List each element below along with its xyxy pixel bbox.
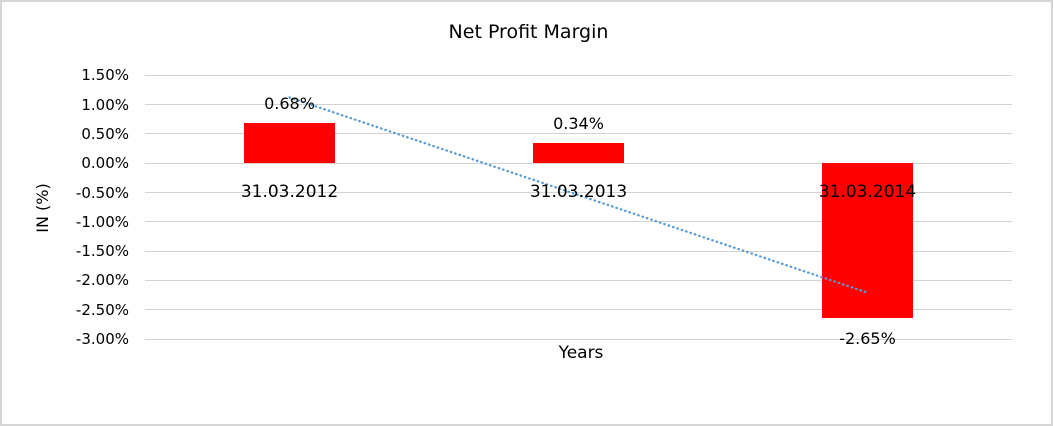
y-tick-label: 0.00% [81, 154, 129, 173]
data-label: 0.34% [553, 113, 604, 133]
gridline [145, 74, 1012, 76]
y-tick-label: -1.50% [75, 242, 129, 261]
y-tick-label: 0.50% [81, 124, 129, 143]
y-tick-label: -2.00% [75, 271, 129, 290]
gridline [145, 309, 1012, 311]
category-label: 31.03.2013 [529, 182, 628, 203]
bar-31.03.2014 [822, 163, 913, 319]
bar-31.03.2013 [533, 143, 624, 164]
gridline [145, 221, 1012, 223]
y-tick-label: 1.00% [81, 95, 129, 114]
data-label: 0.68% [264, 93, 315, 113]
x-axis-title: Years [558, 343, 604, 363]
category-label: 31.03.2012 [240, 182, 339, 203]
y-tick-label: 1.50% [81, 66, 129, 85]
gridline [145, 162, 1012, 164]
gridline [145, 192, 1012, 193]
category-label: 31.03.2014 [818, 182, 917, 203]
gridline [145, 279, 1012, 281]
gridline [145, 338, 1012, 340]
gridline [145, 104, 1012, 106]
data-label: -2.65% [839, 328, 896, 348]
y-tick-label: -0.50% [75, 183, 129, 202]
chart-title: Net Profit Margin [448, 21, 609, 43]
y-tick-label: -3.00% [75, 330, 129, 348]
bar-31.03.2012 [244, 123, 335, 164]
gridline [145, 250, 1012, 252]
y-tick-label: -1.00% [75, 212, 129, 231]
y-tick-label: -2.50% [75, 300, 129, 319]
gridline [145, 133, 1012, 135]
